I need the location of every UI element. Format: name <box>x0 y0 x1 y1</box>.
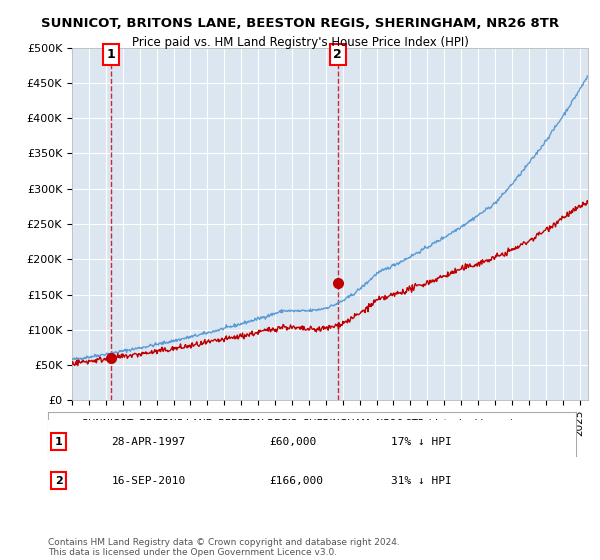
Text: SUNNICOT, BRITONS LANE, BEESTON REGIS, SHERINGHAM, NR26 8TR (detached house): SUNNICOT, BRITONS LANE, BEESTON REGIS, S… <box>82 419 514 429</box>
Text: HPI: Average price, detached house, North Norfolk: HPI: Average price, detached house, Nort… <box>82 439 329 449</box>
Text: 17% ↓ HPI: 17% ↓ HPI <box>391 437 452 446</box>
Text: £166,000: £166,000 <box>270 476 324 486</box>
Text: Contains HM Land Registry data © Crown copyright and database right 2024.
This d: Contains HM Land Registry data © Crown c… <box>48 538 400 557</box>
Text: £60,000: £60,000 <box>270 437 317 446</box>
Text: Price paid vs. HM Land Registry's House Price Index (HPI): Price paid vs. HM Land Registry's House … <box>131 36 469 49</box>
Text: 2: 2 <box>334 48 342 61</box>
Text: 16-SEP-2010: 16-SEP-2010 <box>112 476 185 486</box>
Text: 28-APR-1997: 28-APR-1997 <box>112 437 185 446</box>
Text: 1: 1 <box>55 437 62 446</box>
Text: SUNNICOT, BRITONS LANE, BEESTON REGIS, SHERINGHAM, NR26 8TR: SUNNICOT, BRITONS LANE, BEESTON REGIS, S… <box>41 17 559 30</box>
Text: 31% ↓ HPI: 31% ↓ HPI <box>391 476 452 486</box>
Text: 2: 2 <box>55 476 62 486</box>
Text: 1: 1 <box>107 48 116 61</box>
